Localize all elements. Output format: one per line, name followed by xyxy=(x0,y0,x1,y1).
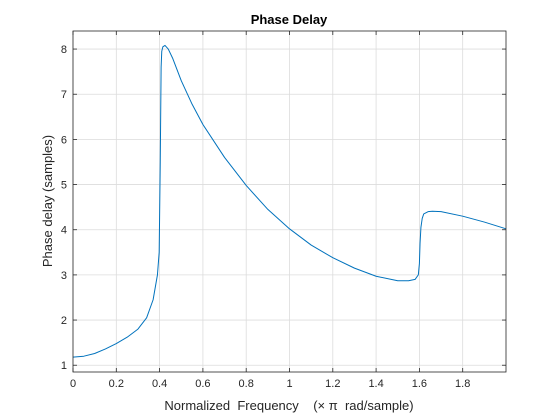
y-tick-label: 7 xyxy=(61,89,67,101)
x-axis-label: Normalized Frequency (× π rad/sample) xyxy=(164,398,413,413)
y-tick-label: 5 xyxy=(61,180,67,192)
y-tick-label: 4 xyxy=(61,225,67,237)
x-tick-label: 1.6 xyxy=(412,378,427,390)
x-tick-label: 0.6 xyxy=(195,378,210,390)
chart-title: Phase Delay xyxy=(251,12,328,27)
x-tick-label: 0.2 xyxy=(109,378,124,390)
x-tick-label: 0.8 xyxy=(239,378,254,390)
y-tick-label: 1 xyxy=(61,360,67,372)
x-tick-label: 0 xyxy=(70,378,76,390)
x-tick-label: 1 xyxy=(286,378,292,390)
x-tick-label: 0.4 xyxy=(152,378,167,390)
y-tick-label: 2 xyxy=(61,315,67,327)
tick-labels: 0 0.2 0.4 0.6 0.8 1 1.2 1.4 1.6 1.8 1 2 3 4 5 6 7 8 xyxy=(61,44,470,390)
axes-box xyxy=(72,30,507,373)
x-tick-label: 1.4 xyxy=(368,378,383,390)
y-tick-label: 3 xyxy=(61,270,67,282)
grid-lines xyxy=(72,31,506,372)
y-tick-label: 8 xyxy=(61,44,67,56)
x-tick-label: 1.8 xyxy=(455,378,470,390)
x-tick-label: 1.2 xyxy=(325,378,340,390)
y-axis-label: Phase delay (samples) xyxy=(40,135,55,267)
y-tick-label: 6 xyxy=(61,134,67,146)
phase-delay-line xyxy=(72,44,507,358)
